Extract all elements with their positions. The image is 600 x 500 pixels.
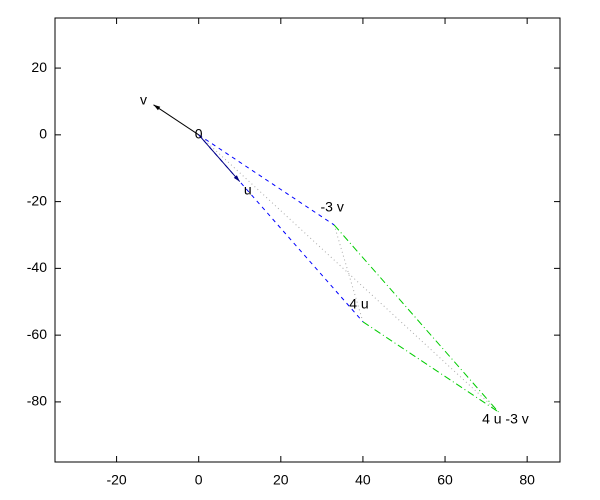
diagonal — [198, 134, 499, 413]
point-label: 4 u — [349, 295, 368, 311]
y-tick-label: 0 — [39, 126, 47, 142]
y-tick-label: -60 — [27, 326, 47, 342]
y-tick-label: 20 — [31, 59, 47, 75]
arrow-head — [233, 175, 240, 182]
point-label: 0 — [195, 126, 203, 142]
vector-arrow — [153, 104, 199, 136]
vector-arrow — [198, 134, 241, 182]
y-tick-label: -40 — [27, 259, 47, 275]
y-tick-label: -20 — [27, 192, 47, 208]
x-tick-label: 20 — [273, 472, 289, 488]
y-tick-label: -80 — [27, 393, 47, 409]
x-tick-label: 0 — [195, 472, 203, 488]
point-label: 4 u -3 v — [482, 411, 529, 427]
x-tick-label: -20 — [106, 472, 126, 488]
dashdot-edge — [333, 224, 499, 413]
x-tick-label: 40 — [355, 472, 371, 488]
point-label: u — [244, 181, 252, 197]
x-tick-label: 80 — [519, 472, 535, 488]
point-label: v — [140, 92, 147, 108]
x-tick-label: 60 — [437, 472, 453, 488]
point-label: -3 v — [321, 199, 344, 215]
arrow-head — [153, 104, 161, 111]
diagonal — [333, 224, 364, 322]
dashed-edge — [198, 134, 335, 226]
plot-frame — [54, 17, 561, 463]
